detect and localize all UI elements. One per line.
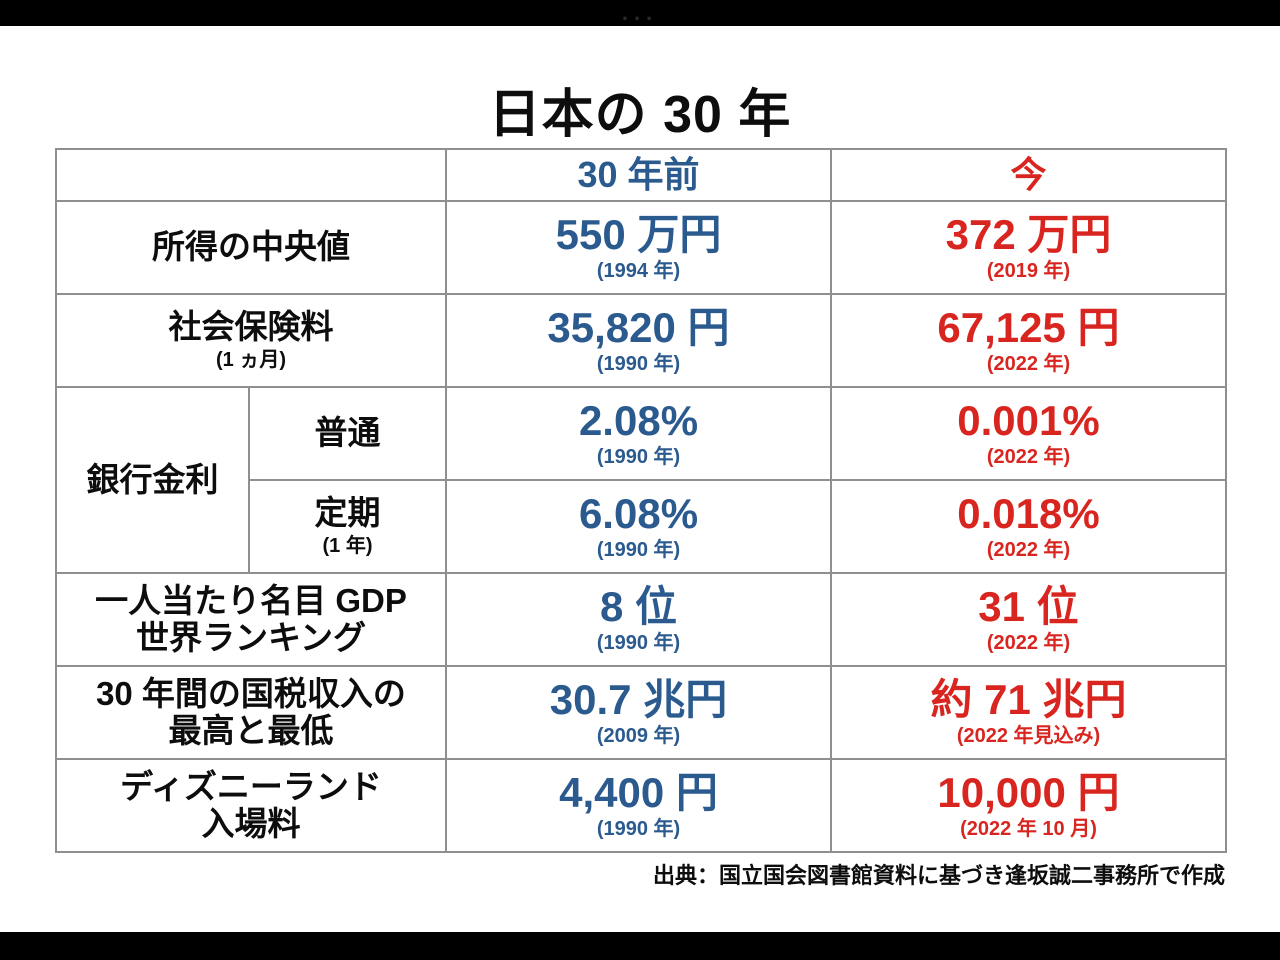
row-income-now: 372 万円 (2019 年) [830,200,1227,295]
header-past: 30 年前 [445,148,832,202]
top-black-bar [0,0,1280,26]
row-disneyland-past: 4,400 円 (1990 年) [445,758,832,853]
table-row-gdp: 一人当たり名目 GDP 世界ランキング 8 位 (1990 年) 31 位 (2… [55,572,1227,667]
row-gdp-label: 一人当たり名目 GDP 世界ランキング [55,572,447,667]
source-attribution: 出典：国立国会図書館資料に基づき逢坂誠二事務所で作成 [652,863,1225,888]
row-disneyland-now: 10,000 円 (2022 年 10 月) [830,758,1227,853]
row-tax-label: 30 年間の国税収入の 最高と最低 [55,665,447,760]
window-menu-dots-icon[interactable]: ... [621,0,659,25]
row-bank-fixed-now: 0.018% (2022 年) [830,479,1227,574]
table-row-income: 所得の中央値 550 万円 (1994 年) 372 万円 (2019 年) [55,200,1227,295]
row-income-past: 550 万円 (1994 年) [445,200,832,295]
table-row-tax: 30 年間の国税収入の 最高と最低 30.7 兆円 (2009 年) 約 71 … [55,665,1227,760]
row-insurance-now: 67,125 円 (2022 年) [830,293,1227,388]
bank-group-label: 銀行金利 [55,386,250,574]
row-disneyland-label: ディズニーランド 入場料 [55,758,447,853]
table-row-bank-ordinary: 銀行金利 普通 2.08% (1990 年) 0.001% (2022 年) [55,386,1227,574]
row-tax-past: 30.7 兆円 (2009 年) [445,665,832,760]
row-insurance-label: 社会保険料 (1 ヵ月) [55,293,447,388]
page-title: 日本の 30 年 [488,86,792,144]
row-tax-now: 約 71 兆円 (2022 年見込み) [830,665,1227,760]
row-bank-ordinary-past: 2.08% (1990 年) [445,386,832,481]
row-income-label: 所得の中央値 [55,200,447,295]
row-bank-ordinary-now: 0.001% (2022 年) [830,386,1227,481]
row-bank-fixed-past: 6.08% (1990 年) [445,479,832,574]
row-gdp-now: 31 位 (2022 年) [830,572,1227,667]
row-bank-ordinary-label: 普通 [248,386,447,481]
row-gdp-past: 8 位 (1990 年) [445,572,832,667]
table-row-insurance: 社会保険料 (1 ヵ月) 35,820 円 (1990 年) 67,125 円 … [55,293,1227,388]
row-bank-fixed-label: 定期 (1 年) [248,479,447,574]
table-row-disneyland: ディズニーランド 入場料 4,400 円 (1990 年) 10,000 円 (… [55,758,1227,853]
header-now: 今 [830,148,1227,202]
table-row-bank-fixed: 定期 (1 年) 6.08% (1990 年) 0.018% (2022 年) [56,479,1227,574]
header-row: 30 年前 今 [55,148,1227,202]
comparison-table: 30 年前 今 所得の中央値 550 万円 (1994 年) 372 万円 (2… [55,148,1227,853]
bottom-black-bar [0,932,1280,960]
header-empty-cell [55,148,447,202]
row-insurance-past: 35,820 円 (1990 年) [445,293,832,388]
